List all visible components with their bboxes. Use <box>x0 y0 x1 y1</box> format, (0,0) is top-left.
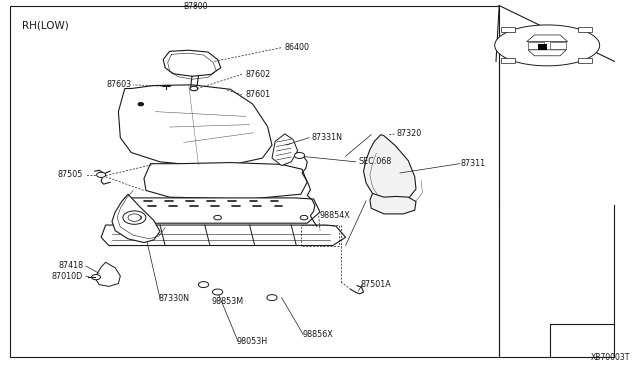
Text: 87601: 87601 <box>245 90 270 99</box>
Circle shape <box>294 153 305 158</box>
Circle shape <box>300 215 308 220</box>
Circle shape <box>134 215 141 220</box>
Text: 98856X: 98856X <box>302 330 333 339</box>
Polygon shape <box>118 85 272 166</box>
Text: 87418: 87418 <box>58 262 83 270</box>
Polygon shape <box>364 135 416 201</box>
Circle shape <box>267 295 277 301</box>
Bar <box>501 27 515 32</box>
Polygon shape <box>272 134 298 166</box>
Text: 87331N: 87331N <box>312 133 342 142</box>
Bar <box>578 27 592 32</box>
Text: 98853M: 98853M <box>211 297 243 306</box>
Text: 87602: 87602 <box>245 70 270 79</box>
Text: B7800: B7800 <box>183 2 207 11</box>
Circle shape <box>97 172 106 177</box>
Polygon shape <box>495 25 600 66</box>
Circle shape <box>190 86 198 91</box>
Text: SEC.068: SEC.068 <box>358 157 392 166</box>
Polygon shape <box>163 50 221 76</box>
Circle shape <box>214 215 221 220</box>
Polygon shape <box>101 225 346 246</box>
Circle shape <box>138 103 143 106</box>
Text: 87010D: 87010D <box>52 272 83 280</box>
Circle shape <box>128 214 141 221</box>
Circle shape <box>212 289 223 295</box>
Polygon shape <box>528 50 566 56</box>
Polygon shape <box>112 194 160 243</box>
Polygon shape <box>144 163 307 199</box>
Text: RH(LOW): RH(LOW) <box>22 20 69 31</box>
Polygon shape <box>96 262 120 286</box>
Text: 87501A: 87501A <box>361 280 392 289</box>
Circle shape <box>92 275 100 280</box>
Text: 87330N: 87330N <box>159 294 189 303</box>
Polygon shape <box>527 35 568 42</box>
Bar <box>578 58 592 63</box>
Polygon shape <box>528 42 544 49</box>
Text: 87603: 87603 <box>106 80 131 89</box>
Text: 98854X: 98854X <box>320 211 351 220</box>
Text: XB70003T: XB70003T <box>591 353 630 362</box>
Polygon shape <box>118 198 320 223</box>
Text: 98053H: 98053H <box>237 337 268 346</box>
Text: 87311: 87311 <box>461 159 486 168</box>
Text: 86400: 86400 <box>285 43 310 52</box>
Polygon shape <box>538 44 547 50</box>
Text: 87320: 87320 <box>397 129 422 138</box>
Circle shape <box>198 282 209 288</box>
Polygon shape <box>550 42 566 49</box>
Bar <box>501 58 515 63</box>
Bar <box>10 6 499 357</box>
Text: 87505: 87505 <box>58 170 83 179</box>
Polygon shape <box>370 193 416 214</box>
Circle shape <box>123 211 146 224</box>
